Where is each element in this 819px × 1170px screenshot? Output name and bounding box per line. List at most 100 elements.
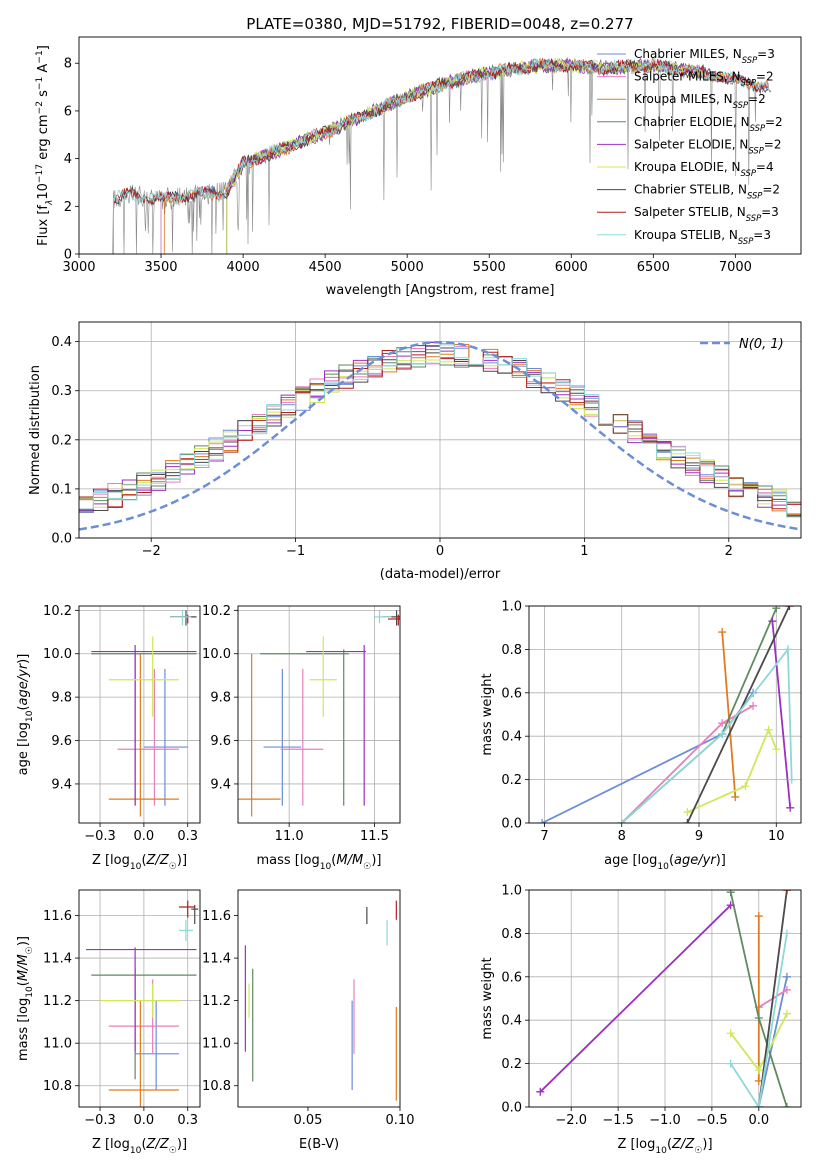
y-tick-label: 0.6 bbox=[501, 686, 522, 701]
x-axis-label: age [log10(age/yr)] bbox=[604, 853, 726, 872]
x-tick-label: 0.0 bbox=[134, 829, 155, 844]
legend-label-kroupa-stelib: Kroupa STELIB, NSSP=3 bbox=[634, 228, 771, 246]
x-tick-label: 0.0 bbox=[748, 1113, 769, 1128]
x-axis-label: Z [log10(Z/Z☉)] bbox=[92, 1137, 187, 1156]
series-chabrier-elodie bbox=[726, 890, 791, 1107]
y-tick-label: 0.0 bbox=[501, 817, 522, 832]
spectrum-panel: 3000 3500 4000 4500 5000 5500 6000 6500 7000 0 2 4 6… bbox=[35, 36, 802, 298]
y-tick-label: 9.6 bbox=[51, 734, 72, 749]
line-salpeter-elodie bbox=[771, 621, 792, 808]
x-tick-label: 8 bbox=[618, 829, 626, 844]
x-tick-label: 6500 bbox=[637, 260, 670, 275]
marker-kroupa-stelib bbox=[787, 775, 796, 784]
y-tick-label: 0.4 bbox=[51, 335, 72, 350]
spectrum-model-salpeter-elodie bbox=[226, 58, 703, 254]
marker-kroupa-stelib bbox=[726, 1059, 735, 1068]
errorbar-kroupa-miles bbox=[108, 653, 179, 817]
axes-frame bbox=[78, 321, 802, 539]
histogram-kroupa-stelib bbox=[79, 344, 801, 518]
series-salpeter-elodie bbox=[768, 617, 795, 812]
marker-kroupa-stelib bbox=[754, 1103, 763, 1107]
x-tick-label: 2 bbox=[725, 544, 733, 559]
spectrum-legend: Chabrier MILES, NSSP=3 Salpeter MILES, NS… bbox=[597, 47, 783, 246]
marker-salpeter-miles bbox=[782, 985, 791, 994]
x-tick-label: 0.3 bbox=[177, 829, 198, 844]
x-tick-label: −1.0 bbox=[649, 1113, 681, 1128]
marker-chabrier-elodie bbox=[726, 890, 735, 897]
errorbar-salpeter-stelib bbox=[178, 900, 195, 918]
marker-salpeter-elodie bbox=[768, 617, 777, 626]
y-tick-label: 11.6 bbox=[43, 909, 72, 924]
legend-label-kroupa-miles: Kroupa MILES, NSSP=2 bbox=[634, 92, 766, 110]
y-tick-label: 11.4 bbox=[202, 952, 231, 967]
residuals-panel: −2 −1 0 1 2 0.0 0.1 0.2 0.3 0.4 N(0, 1) (data-model… bbox=[28, 321, 802, 582]
y-axis-label: mass [log10(M/M☉)] bbox=[16, 936, 35, 1061]
x-axis-label: mass [log10(M/M☉)] bbox=[257, 853, 382, 872]
y-tick-label: 10.0 bbox=[202, 647, 231, 662]
errorbar-salpeter-elodie bbox=[86, 947, 197, 1052]
legend-label-kroupa-elodie: Kroupa ELODIE, NSSP=4 bbox=[634, 160, 774, 178]
x-tick-label: 0.05 bbox=[293, 1113, 322, 1128]
x-tick-label: −0.5 bbox=[696, 1113, 728, 1128]
y-tick-label: 11.2 bbox=[202, 994, 231, 1009]
x-tick-label: 0 bbox=[436, 544, 444, 559]
y-tick-label: 1.0 bbox=[501, 600, 522, 615]
x-tick-label: 3000 bbox=[62, 260, 95, 275]
x-tick-label: 5500 bbox=[473, 260, 506, 275]
x-tick-label: 9 bbox=[695, 829, 703, 844]
marker-salpeter-stelib bbox=[782, 890, 791, 894]
y-tick-label: 0.2 bbox=[51, 433, 72, 448]
y-tick-label: 6 bbox=[64, 104, 72, 119]
series-kroupa-elodie bbox=[683, 725, 781, 817]
marker-chabrier-elodie bbox=[772, 606, 781, 613]
errorbar-kroupa-miles bbox=[108, 1000, 179, 1107]
y-tick-label: 0.8 bbox=[501, 927, 522, 942]
legend-label-chabrier-stelib: Chabrier STELIB, NSSP=2 bbox=[634, 183, 780, 201]
legend-label-salpeter-elodie: Salpeter ELODIE, NSSP=2 bbox=[634, 137, 782, 155]
axes-frame bbox=[528, 605, 802, 824]
line-chabrier-stelib bbox=[757, 890, 788, 1107]
marker-salpeter-miles bbox=[718, 719, 727, 728]
marker-kroupa-elodie bbox=[782, 1009, 791, 1018]
legend-label-chabrier-elodie: Chabrier ELODIE, NSSP=2 bbox=[634, 115, 783, 133]
marker-salpeter-stelib bbox=[785, 606, 794, 610]
errorbar-chabrier-elodie bbox=[260, 649, 349, 806]
y-tick-label: 9.4 bbox=[210, 777, 231, 792]
axes-frame bbox=[528, 889, 802, 1108]
y-tick-label: 10.2 bbox=[43, 604, 72, 619]
axes-frame bbox=[237, 605, 401, 824]
marker-kroupa-stelib bbox=[718, 730, 727, 739]
x-tick-label: 11.0 bbox=[275, 829, 304, 844]
residual-histograms bbox=[79, 340, 801, 531]
spectrum-model-kroupa-stelib bbox=[113, 57, 769, 254]
residuals-legend: N(0, 1) bbox=[700, 337, 784, 352]
y-tick-label: 0.0 bbox=[501, 1101, 522, 1116]
y-tick-label: 0.3 bbox=[51, 384, 72, 399]
y-tick-label: 9.4 bbox=[51, 777, 72, 792]
y-tick-label: 1.0 bbox=[501, 884, 522, 899]
axes-frame bbox=[78, 605, 201, 824]
x-tick-label: 7 bbox=[540, 829, 548, 844]
x-tick-label: 3500 bbox=[144, 260, 177, 275]
x-tick-label: 0.0 bbox=[134, 1113, 155, 1128]
marker-kroupa-miles bbox=[731, 792, 740, 801]
errorbar-chabrier-miles bbox=[143, 668, 188, 806]
marker-salpeter-elodie bbox=[536, 1087, 545, 1096]
x-tick-label: 0.10 bbox=[386, 1113, 415, 1128]
mass-vs-Z-panel: −0.3 0.0 0.3 10.8 11.0 11.2 11.4 11.6 Z [log10(Z… bbox=[16, 889, 201, 1156]
x-tick-label: 0.3 bbox=[177, 1113, 198, 1128]
series-salpeter-stelib bbox=[782, 890, 791, 894]
gaussian-curve bbox=[79, 340, 799, 531]
y-tick-label: 4 bbox=[64, 152, 72, 167]
errorbar-kroupa-stelib bbox=[374, 610, 392, 624]
marker-kroupa-elodie bbox=[764, 725, 773, 734]
legend-label-salpeter-miles: Salpeter MILES, NSSP=2 bbox=[634, 70, 774, 88]
y-tick-label: 0.1 bbox=[51, 482, 72, 497]
marker-salpeter-elodie bbox=[786, 803, 795, 812]
series-kroupa-stelib bbox=[617, 645, 796, 823]
marker-kroupa-stelib bbox=[617, 819, 626, 823]
marker-kroupa-elodie bbox=[726, 1029, 735, 1038]
x-tick-label: 7000 bbox=[719, 260, 752, 275]
mass-weight-vs-age-panel: 7 8 9 10 0.0 0.2 0.4 0.6 0.8 1.0 age [log10(age/yr… bbox=[480, 600, 802, 872]
